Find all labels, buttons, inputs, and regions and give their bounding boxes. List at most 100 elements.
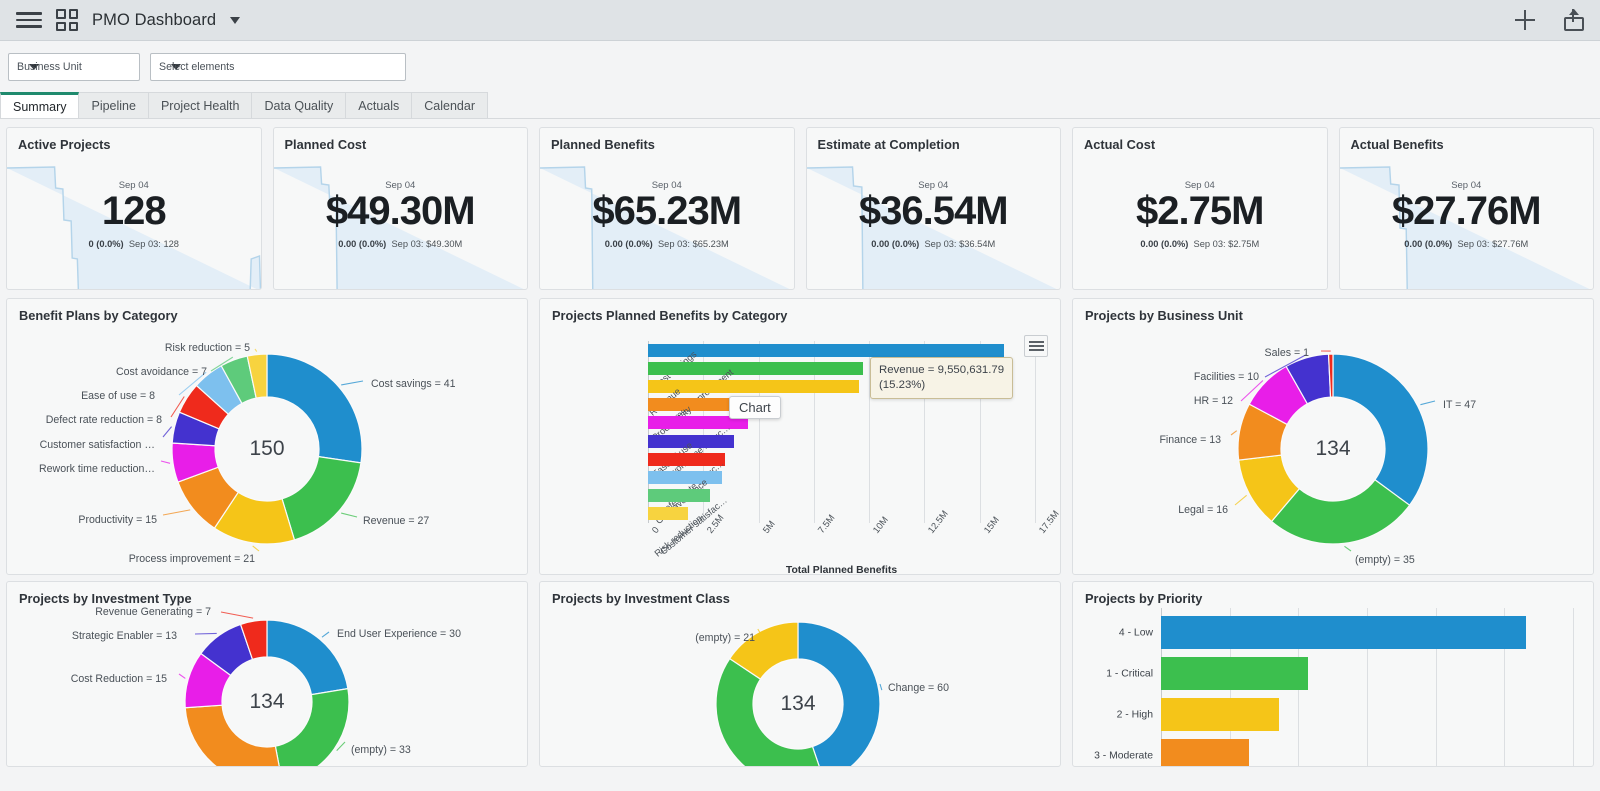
y-axis-category-label: 2 - High bbox=[1116, 709, 1153, 720]
donut-slice-label: (empty) = 33 bbox=[351, 744, 411, 756]
panel-projects-by-priority[interactable]: Projects by Priority 4 - Low 1 - Critical… bbox=[1072, 581, 1594, 767]
donut-center-total: 134 bbox=[780, 692, 816, 715]
kpi-body: Sep 04 $2.75M 0.00 (0.0%) Sep 03: $2.75M bbox=[1073, 180, 1327, 249]
donut-slice-label: Strategic Enabler = 13 bbox=[71, 630, 177, 642]
gridline bbox=[1035, 341, 1036, 523]
donut-slice-label: Ease of use = 8 bbox=[81, 390, 155, 402]
panel-title: Projects by Priority bbox=[1085, 591, 1203, 606]
bar[interactable] bbox=[648, 380, 860, 393]
bar[interactable] bbox=[648, 434, 735, 448]
donut-slice-label: Cost Reduction = 15 bbox=[70, 673, 167, 685]
grid-apps-icon[interactable] bbox=[56, 9, 78, 31]
panel-benefit-plans-by-category[interactable]: Benefit Plans by Category 150 Cost saving… bbox=[6, 298, 528, 575]
bar[interactable] bbox=[1161, 698, 1279, 731]
donut-slice-label: Customer satisfaction … bbox=[39, 439, 155, 451]
gridline bbox=[924, 341, 926, 523]
kpi-value: $2.75M bbox=[1136, 189, 1264, 233]
share-export-icon[interactable] bbox=[1564, 9, 1584, 31]
gridline bbox=[758, 341, 760, 523]
x-axis-tick: 5M bbox=[760, 518, 777, 536]
donut-slice-label: Sales = 1 bbox=[1264, 347, 1309, 359]
kpi-sparkline bbox=[7, 166, 261, 289]
donut-slice-label: Process improvement = 21 bbox=[128, 553, 255, 565]
kpi-card-4[interactable]: Estimate at Completion Sep 04 $36.54M 0.00 … bbox=[805, 127, 1061, 290]
kpi-delta: 0.00 (0.0%) Sep 03: $2.75M bbox=[1140, 239, 1260, 250]
elements-select-label: Select elements bbox=[159, 61, 235, 73]
kpi-delta: 0 (0.0%) Sep 03: 128 bbox=[88, 239, 179, 250]
bar[interactable] bbox=[648, 489, 710, 503]
chevron-down-icon bbox=[171, 64, 181, 70]
tab-summary[interactable]: Summary bbox=[0, 92, 80, 118]
kpi-title: Planned Cost bbox=[284, 137, 367, 152]
kpi-card-row: Active Projects Sep 04 128 0 (0.0%) Sep 03:… bbox=[0, 119, 1600, 295]
donut-slice-label: Revenue = 27 bbox=[363, 515, 430, 527]
bar[interactable] bbox=[1161, 616, 1526, 649]
kpi-delta: 0.00 (0.0%) Sep 03: $65.23M bbox=[604, 239, 729, 250]
panel-title: Projects by Investment Type bbox=[19, 591, 192, 606]
donut-slice-label: Cost avoidance = 7 bbox=[116, 366, 207, 378]
panel-projects-by-investment-class[interactable]: Projects by Investment Class 134 Change =… bbox=[539, 581, 1061, 767]
kpi-card-5[interactable]: Actual Cost Sep 04 $2.75M 0.00 (0.0%) Sep 0… bbox=[1072, 127, 1328, 290]
kpi-value: $27.76M bbox=[1391, 189, 1542, 233]
gridline bbox=[813, 341, 815, 523]
hamburger-menu-icon[interactable] bbox=[16, 10, 42, 30]
bar[interactable] bbox=[648, 452, 726, 466]
chart-hover-badge: Chart bbox=[729, 396, 781, 419]
kpi-title: Active Projects bbox=[18, 137, 111, 152]
gridline bbox=[703, 341, 705, 523]
panel-title: Projects by Business Unit bbox=[1085, 308, 1243, 323]
donut-chart-investment-type[interactable]: 134 End User Experience = 30 (empty) = 33 S… bbox=[7, 582, 527, 766]
plus-icon[interactable] bbox=[1514, 9, 1536, 31]
bar[interactable] bbox=[648, 471, 723, 484]
kpi-card-2[interactable]: Planned Cost Sep 04 $49.30M 0.00 (0.0%) Sep… bbox=[272, 127, 528, 290]
business-unit-select[interactable]: Business Unit bbox=[8, 53, 140, 81]
tab-data-quality[interactable]: Data Quality bbox=[252, 92, 347, 118]
kpi-sparkline bbox=[806, 166, 1056, 289]
kpi-card-1[interactable]: Active Projects Sep 04 128 0 (0.0%) Sep 03:… bbox=[6, 127, 262, 290]
donut-slice-label: Cost savings = 41 bbox=[371, 378, 456, 390]
donut-slice-label: Rework time reduction… bbox=[39, 463, 155, 475]
elements-select[interactable]: Select elements bbox=[150, 53, 406, 81]
donut-slice-label: (empty) = 21 bbox=[695, 632, 755, 644]
x-axis-tick: 7.5M bbox=[815, 512, 837, 536]
donut-slice-label: Finance = 13 bbox=[1159, 434, 1221, 446]
kpi-title: Actual Benefits bbox=[1350, 137, 1444, 152]
chart-tooltip: Revenue = 9,550,631.79 (15.23%) bbox=[870, 357, 1014, 400]
donut-slice-label: End User Experience = 30 bbox=[337, 628, 461, 640]
donut-slice-label: Facilities = 10 bbox=[1193, 371, 1259, 383]
donut-chart-business-unit[interactable]: 134 IT = 47 (empty) = 35 Legal = 16 Finance … bbox=[1073, 299, 1593, 574]
x-axis-tick: 0 bbox=[650, 524, 662, 536]
tab-pipeline[interactable]: Pipeline bbox=[79, 92, 149, 118]
panel-projects-by-business-unit[interactable]: Projects by Business Unit 134 IT = 47 (emp… bbox=[1072, 298, 1594, 575]
kpi-card-3[interactable]: Planned Benefits Sep 04 $65.23M 0.00 (0.0%)… bbox=[539, 127, 795, 290]
tab-calendar[interactable]: Calendar bbox=[412, 92, 488, 118]
tab-actuals[interactable]: Actuals bbox=[346, 92, 413, 118]
bar[interactable] bbox=[648, 416, 748, 430]
kpi-date: Sep 04 bbox=[651, 180, 682, 191]
panel-projects-by-investment-type[interactable]: Projects by Investment Type 134 End User … bbox=[6, 581, 528, 767]
donut-svg bbox=[1230, 350, 1436, 552]
context-menu-icon[interactable] bbox=[1024, 335, 1048, 357]
bar[interactable] bbox=[1161, 739, 1250, 766]
gridline bbox=[1435, 608, 1437, 766]
gridline bbox=[1504, 608, 1506, 766]
donut-chart-investment-class[interactable]: 134 Change = 60 (empty) = 21 bbox=[540, 582, 1060, 766]
bar[interactable] bbox=[648, 361, 863, 375]
bar[interactable] bbox=[1161, 657, 1309, 690]
bar[interactable] bbox=[648, 507, 688, 521]
donut-slice-label: Legal = 16 bbox=[1178, 504, 1228, 516]
donut-slice-label: Change = 60 bbox=[888, 682, 949, 694]
donut-svg bbox=[178, 611, 350, 766]
donut-center-total: 150 bbox=[249, 437, 285, 460]
tab-project-health[interactable]: Project Health bbox=[148, 92, 253, 118]
bar[interactable] bbox=[648, 343, 1005, 357]
bar-chart-priority[interactable]: 4 - Low 1 - Critical 2 - High 3 - Moderate bbox=[1073, 582, 1593, 766]
kpi-card-6[interactable]: Actual Benefits Sep 04 $27.76M 0.00 (0.0%) … bbox=[1338, 127, 1594, 290]
chevron-down-icon[interactable] bbox=[230, 16, 241, 24]
x-axis-tick: 17.5M bbox=[1037, 508, 1061, 536]
donut-slice-label: Revenue Generating = 7 bbox=[95, 606, 211, 618]
donut-chart-benefit-plans[interactable]: 150 Cost savings = 41 Revenue = 27 Process … bbox=[7, 299, 527, 574]
kpi-body: Sep 04 $49.30M 0.00 (0.0%) Sep 03: $49.30M bbox=[274, 180, 528, 249]
